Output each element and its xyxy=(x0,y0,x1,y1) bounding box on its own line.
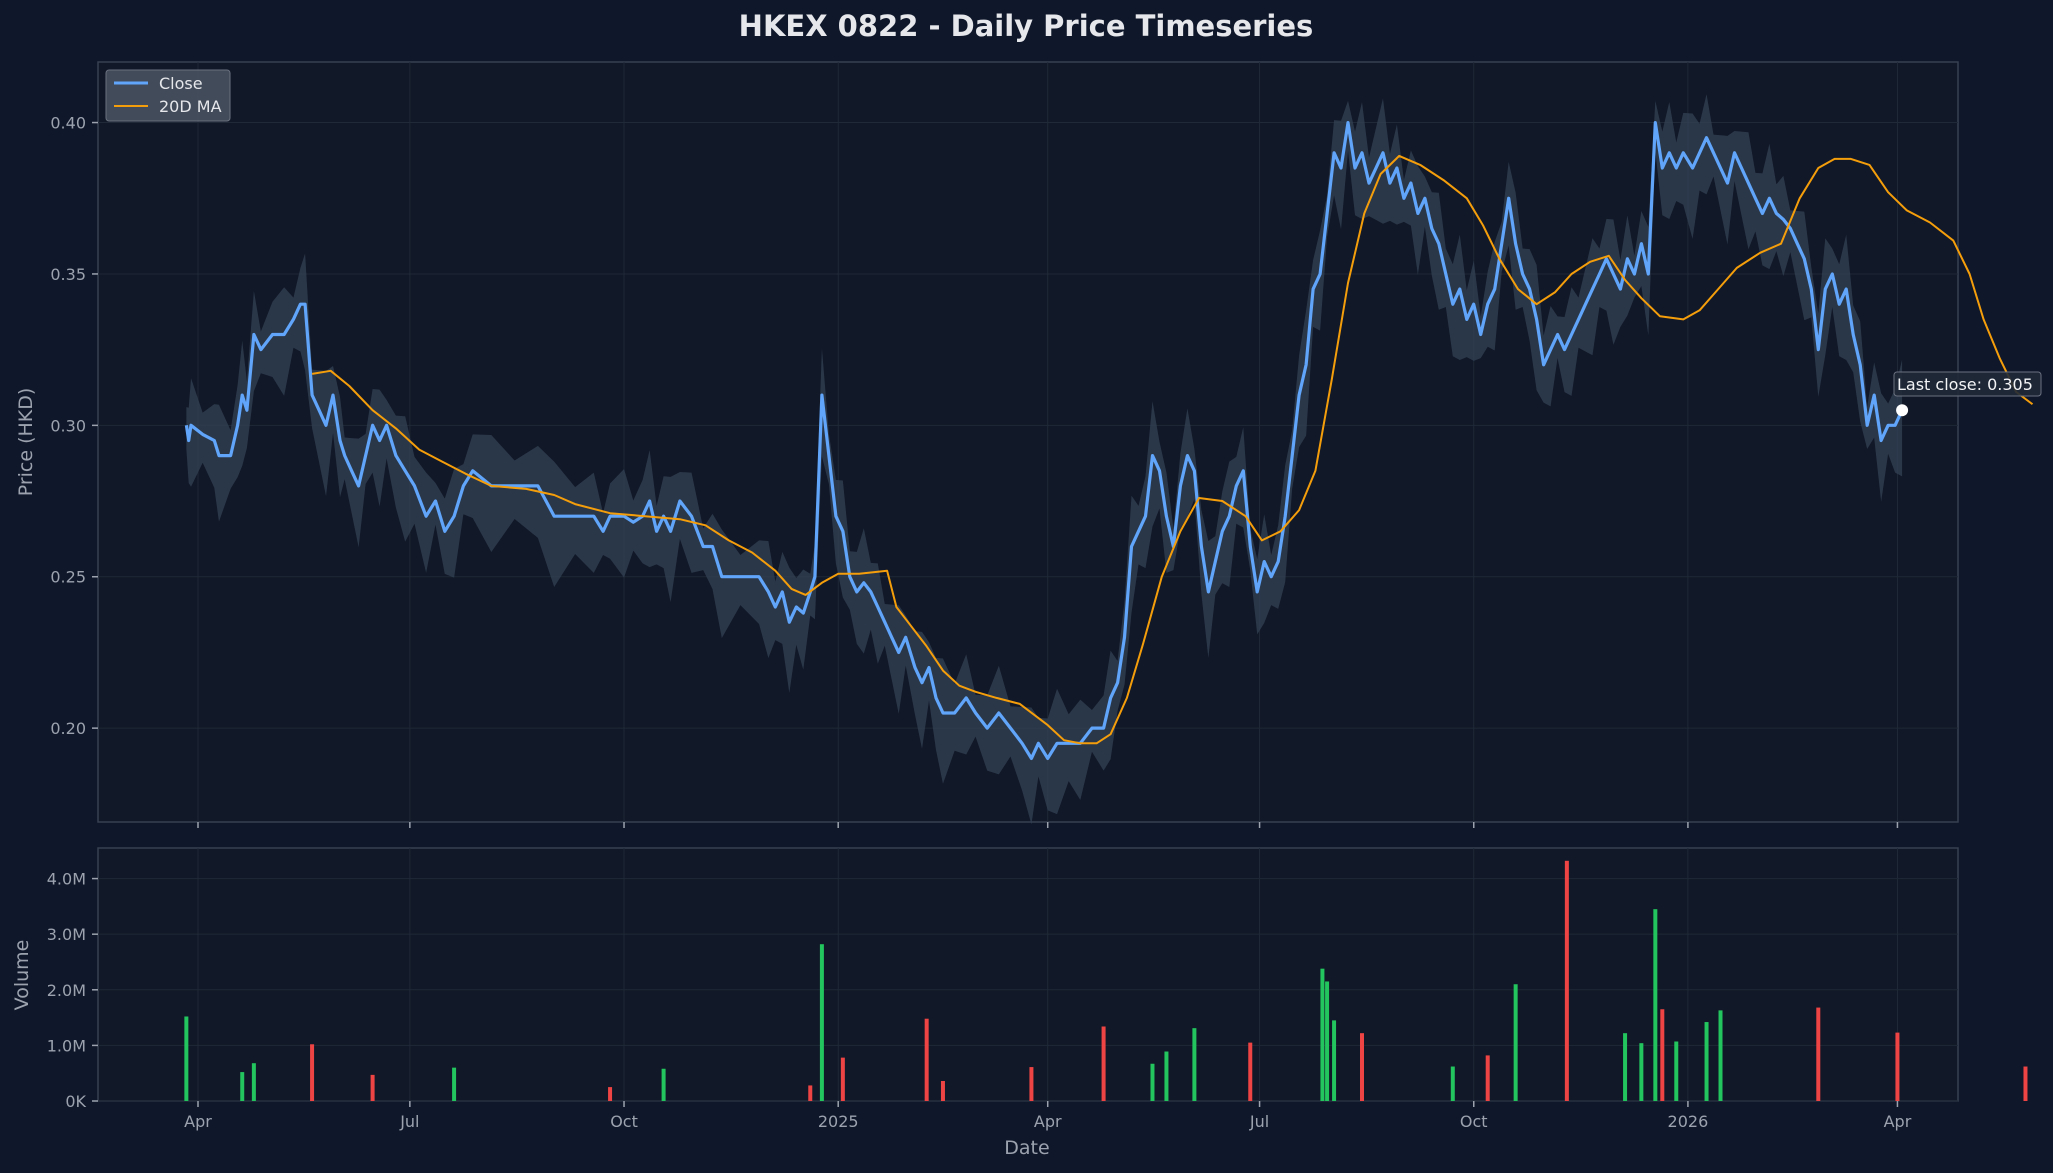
volume-y-tick-label: 2.0M xyxy=(47,981,86,1000)
volume-bar xyxy=(1101,1026,1106,1101)
volume-bar xyxy=(819,944,824,1101)
price-y-tick-label: 0.40 xyxy=(50,114,86,133)
volume-bar xyxy=(370,1074,375,1101)
volume-bar xyxy=(1704,1022,1709,1101)
price-y-tick-label: 0.35 xyxy=(50,265,86,284)
legend-ma-label: 20D MA xyxy=(159,97,222,116)
close-line xyxy=(184,121,1904,760)
last-close-marker xyxy=(1896,404,1909,417)
volume-bar xyxy=(184,1016,189,1101)
volume-bar xyxy=(1564,860,1569,1101)
price-series-layer xyxy=(184,121,2034,760)
x-tick-label: Apr xyxy=(1034,1112,1062,1131)
volume-bar xyxy=(1623,1033,1628,1101)
volume-grid xyxy=(98,848,1958,1102)
volume-bar xyxy=(251,1063,256,1101)
x-tick-label: 2026 xyxy=(1668,1112,1709,1131)
volume-bar xyxy=(608,1087,613,1101)
volume-y-axis: 0K 1.0M 2.0M 3.0M 4.0M xyxy=(47,870,98,1111)
volume-bar xyxy=(840,1057,845,1101)
volume-bar xyxy=(1660,1009,1665,1101)
volume-bar xyxy=(310,1044,315,1101)
last-close-annotation: Last close: 0.305 xyxy=(1893,371,2042,397)
volume-bar xyxy=(1674,1041,1679,1101)
price-range-band xyxy=(186,94,1903,825)
volume-bars xyxy=(184,860,2028,1101)
volume-bar xyxy=(240,1072,245,1101)
volume-bar xyxy=(1320,968,1325,1101)
volume-bar xyxy=(1029,1067,1034,1101)
x-tick-label: Jul xyxy=(399,1112,419,1131)
ma-line xyxy=(311,154,2034,745)
x-tick-label: 2025 xyxy=(818,1112,859,1131)
high-low-band xyxy=(186,94,1903,825)
volume-bar xyxy=(1332,1020,1337,1101)
volume-y-label: Volume xyxy=(11,940,33,1011)
volume-bar xyxy=(1164,1051,1169,1101)
volume-bar xyxy=(1718,1010,1723,1101)
x-tick-label: Oct xyxy=(610,1112,638,1131)
volume-bar xyxy=(2023,1066,2028,1101)
legend: Close 20D MA xyxy=(105,69,231,122)
volume-y-tick-label: 0K xyxy=(65,1092,86,1111)
annotation-box xyxy=(1893,371,2042,397)
volume-bar xyxy=(661,1068,666,1101)
price-y-label: Price (HKD) xyxy=(15,388,37,497)
legend-close-label: Close xyxy=(159,74,203,93)
volume-bar xyxy=(1653,909,1658,1101)
price-y-tick-label: 0.25 xyxy=(50,568,86,587)
volume-panel xyxy=(97,847,1959,1102)
chart-title: HKEX 0822 - Daily Price Timeseries xyxy=(739,9,1314,43)
volume-bar xyxy=(1639,1043,1644,1101)
volume-bar xyxy=(924,1018,929,1101)
volume-bar xyxy=(808,1085,813,1101)
volume-bar xyxy=(1895,1032,1900,1101)
x-tick-label: Apr xyxy=(1884,1112,1912,1131)
x-axis-label: Date xyxy=(1004,1137,1049,1159)
volume-y-tick-label: 3.0M xyxy=(47,925,86,944)
volume-bar xyxy=(1150,1063,1155,1101)
volume-bar xyxy=(452,1067,457,1101)
price-y-tick-label: 0.30 xyxy=(50,416,86,435)
price-y-tick-label: 0.20 xyxy=(50,719,86,738)
volume-bar xyxy=(1325,981,1330,1101)
volume-bar xyxy=(1513,984,1518,1101)
x-tick-label: Jul xyxy=(1249,1112,1269,1131)
volume-y-tick-label: 1.0M xyxy=(47,1036,86,1055)
price-y-axis: 0.20 0.25 0.30 0.35 0.40 xyxy=(50,114,98,738)
x-tick-label: Apr xyxy=(184,1112,212,1131)
volume-bar xyxy=(1450,1066,1455,1101)
volume-bar xyxy=(1248,1042,1253,1101)
volume-bar xyxy=(1485,1055,1490,1101)
annotation-text: Last close: 0.305 xyxy=(1897,375,2033,394)
x-axis: Apr Jul Oct 2025 Apr Jul Oct 2026 Apr xyxy=(184,822,1912,1131)
volume-bar xyxy=(1360,1033,1364,1101)
volume-bar xyxy=(940,1080,945,1101)
volume-bar xyxy=(1816,1007,1821,1101)
x-tick-label: Oct xyxy=(1460,1112,1488,1131)
volume-bar xyxy=(1192,1028,1197,1101)
volume-y-tick-label: 4.0M xyxy=(47,870,86,889)
